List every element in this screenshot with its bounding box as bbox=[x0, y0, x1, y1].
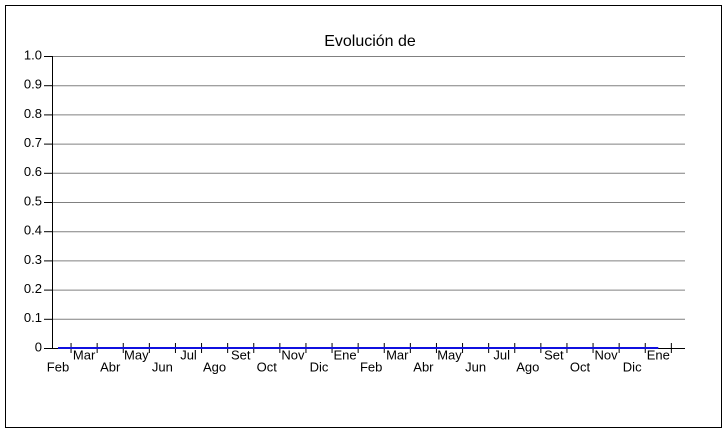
x-tick-label: Ene bbox=[647, 347, 670, 362]
x-tick-label: May bbox=[124, 347, 149, 362]
x-tick-label: Feb bbox=[360, 359, 382, 374]
y-tick-label: 0.8 bbox=[24, 106, 42, 121]
x-tick-label: Abr bbox=[413, 359, 434, 374]
chart-frame bbox=[5, 5, 722, 428]
y-tick-label: 0.3 bbox=[24, 252, 42, 267]
x-tick-label: Oct bbox=[257, 359, 278, 374]
y-tick-label: 0.7 bbox=[24, 135, 42, 150]
y-tick-label: 0.6 bbox=[24, 164, 42, 179]
y-tick-label: 0.4 bbox=[24, 223, 42, 238]
x-tick-label: Feb bbox=[47, 359, 69, 374]
x-tick-label: Set bbox=[231, 347, 251, 362]
x-tick-label: Ago bbox=[516, 359, 539, 374]
x-tick-label: Dic bbox=[623, 359, 642, 374]
x-tick-label: Nov bbox=[281, 347, 305, 362]
x-tick-label: Jun bbox=[465, 359, 486, 374]
x-tick-label: Abr bbox=[100, 359, 121, 374]
x-tick-label: Mar bbox=[73, 347, 96, 362]
y-tick-label: 0.9 bbox=[24, 77, 42, 92]
x-tick-label: Jun bbox=[152, 359, 173, 374]
x-tick-label: Set bbox=[544, 347, 564, 362]
chart-title: Evolución de bbox=[324, 33, 416, 50]
x-tick-label: Dic bbox=[310, 359, 329, 374]
x-tick-label: Mar bbox=[386, 347, 409, 362]
x-tick-label: Nov bbox=[595, 347, 619, 362]
y-tick-label: 0 bbox=[35, 339, 42, 354]
y-tick-label: 0.1 bbox=[24, 310, 42, 325]
y-tick-label: 1.0 bbox=[24, 47, 42, 62]
x-tick-label: Jul bbox=[180, 347, 197, 362]
x-tick-label: Ene bbox=[334, 347, 357, 362]
x-tick-label: May bbox=[437, 347, 462, 362]
y-tick-label: 0.2 bbox=[24, 281, 42, 296]
x-tick-label: Ago bbox=[203, 359, 226, 374]
x-tick-label: Oct bbox=[570, 359, 591, 374]
x-tick-label: Jul bbox=[493, 347, 510, 362]
y-tick-label: 0.5 bbox=[24, 193, 42, 208]
